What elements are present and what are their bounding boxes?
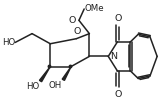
Polygon shape <box>62 67 71 80</box>
Text: O: O <box>114 14 122 23</box>
Text: O: O <box>68 16 76 25</box>
Polygon shape <box>39 67 50 82</box>
Text: O: O <box>114 90 122 99</box>
Text: HO: HO <box>3 38 16 47</box>
Text: O: O <box>73 27 81 35</box>
Text: OMe: OMe <box>85 4 104 13</box>
Text: OH: OH <box>49 81 62 90</box>
Text: N: N <box>111 52 118 61</box>
Text: HO: HO <box>26 82 39 91</box>
